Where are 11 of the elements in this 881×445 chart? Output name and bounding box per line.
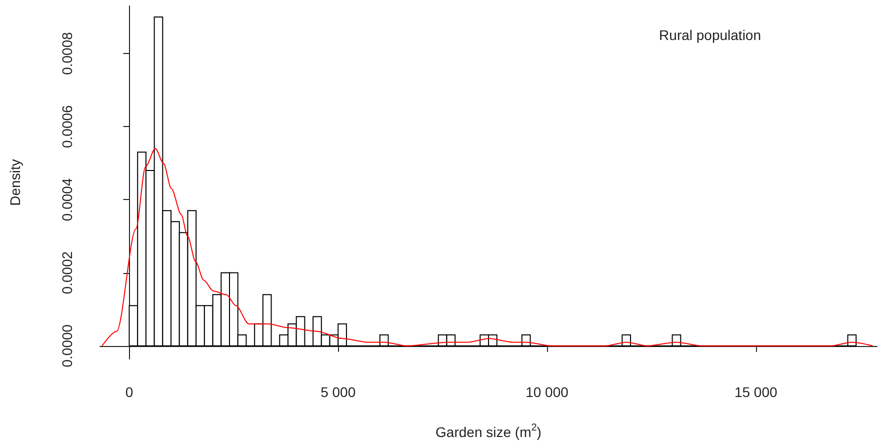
x-tick-label: 5 000 (320, 384, 356, 400)
y-tick-label: 0.0002 (59, 251, 75, 294)
y-tick-label: 0.0008 (59, 32, 75, 75)
x-tick-label: 10 000 (526, 384, 569, 400)
y-axis-title: Density (7, 159, 23, 206)
x-tick-label: 0 (125, 384, 134, 400)
y-tick-label: 0.0004 (59, 178, 75, 222)
y-tick-label: 0.0006 (59, 104, 75, 148)
x-tick-label: 15 000 (734, 384, 778, 400)
annotation: Rural population (659, 27, 762, 43)
y-tick-label: 0.0000 (59, 324, 75, 368)
